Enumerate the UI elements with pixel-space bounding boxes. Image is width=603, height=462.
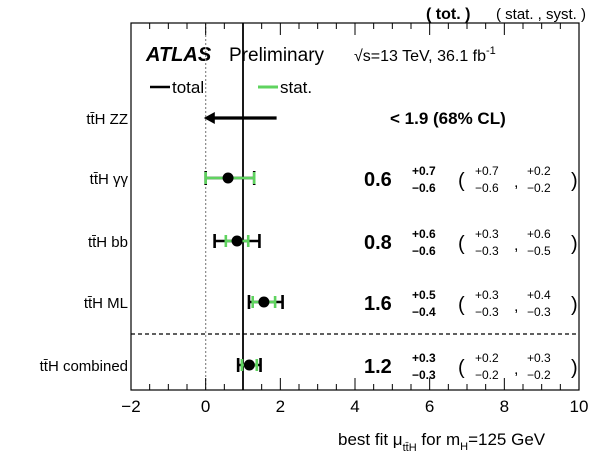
category-row: tt̄H γγ 0.6 +0.7 −0.6 ( +0.7 −0.6 , +0.2 −0.2): [90, 164, 578, 195]
reference-lines: [205, 23, 244, 390]
comma: ,: [514, 174, 518, 191]
stat-down: −0.6: [475, 181, 499, 195]
syst-down: −0.5: [527, 244, 551, 258]
best-fit-value: 0.6: [364, 169, 392, 191]
paren-close: ): [571, 294, 578, 316]
paren-open: (: [458, 294, 465, 316]
status-label: Preliminary: [229, 45, 325, 66]
x-tick-label: 2: [276, 397, 285, 416]
stat-up: +0.3: [475, 288, 499, 302]
total-up: +0.6: [412, 227, 436, 241]
best-fit-value: 0.8: [364, 232, 392, 254]
comma: ,: [514, 237, 518, 254]
best-fit-marker: [243, 359, 255, 371]
best-fit-value: 1.6: [364, 293, 392, 315]
category-row: tt̄H combined 1.2 +0.3 −0.3 ( +0.2 −0.2 , +0.3 −0…: [40, 351, 578, 382]
x-tick-label: 8: [500, 397, 509, 416]
paren-close: ): [571, 233, 578, 255]
best-fit-value: 1.2: [364, 356, 392, 378]
category-label: tt̄H combined: [40, 358, 128, 375]
x-tick-label: 0: [201, 397, 210, 416]
total-up: +0.5: [412, 288, 436, 302]
x-tick-label: 6: [425, 397, 434, 416]
x-axis-label-sub: tt̄H: [403, 442, 417, 454]
category-label: tt̄H γγ: [90, 171, 129, 188]
paren-open: (: [458, 170, 465, 192]
legend-total-label: total: [172, 78, 204, 97]
paren-close: ): [571, 170, 578, 192]
energy-sup: -1: [486, 45, 496, 57]
total-down: −0.6: [412, 181, 436, 195]
total-down: −0.4: [412, 305, 436, 319]
total-up: +0.7: [412, 164, 436, 178]
best-fit-marker: [258, 296, 270, 308]
syst-down: −0.2: [527, 181, 551, 195]
legend-stat-label: stat.: [280, 78, 312, 97]
total-up: +0.3: [412, 351, 436, 365]
x-axis-label: best fit μtt̄H for mH=125 GeV: [338, 430, 546, 454]
stat-down: −0.3: [475, 305, 499, 319]
category-row: tt̄H bb 0.8 +0.6 −0.6 ( +0.3 −0.3 , +0.6 −0.5): [88, 227, 578, 258]
syst-up: +0.4: [527, 288, 551, 302]
syst-down: −0.3: [527, 305, 551, 319]
syst-up: +0.2: [527, 164, 551, 178]
stat-up: +0.2: [475, 351, 499, 365]
paren-close: ): [571, 357, 578, 379]
energy-label: √s=13 TeV, 36.1 fb-1: [354, 45, 496, 65]
syst-up: +0.6: [527, 227, 551, 241]
limit-text: < 1.9 (68% CL): [390, 109, 506, 128]
header-stat-syst: ( stat. , syst. ): [496, 6, 586, 23]
stat-up: +0.3: [475, 227, 499, 241]
syst-down: −0.2: [527, 368, 551, 382]
category-label: tt̄H ML: [84, 295, 128, 312]
stat-down: −0.2: [475, 368, 499, 382]
x-axis-label-sub2: H: [460, 441, 468, 453]
category-row: tt̄H ZZ < 1.9 (68% CL): [86, 109, 505, 128]
total-down: −0.3: [412, 368, 436, 382]
limit-arrow-head: [203, 112, 215, 124]
atlas-label: ATLAS: [145, 44, 212, 66]
paren-open: (: [458, 233, 465, 255]
x-tick-label: 10: [570, 397, 589, 416]
total-down: −0.6: [412, 244, 436, 258]
comma: ,: [514, 298, 518, 315]
stat-down: −0.3: [475, 244, 499, 258]
data-rows: tt̄H ZZ < 1.9 (68% CL) tt̄H γγ 0.6 +0.7 −0.6 (…: [40, 109, 578, 382]
x-tick-label: −2: [121, 397, 140, 416]
syst-up: +0.3: [527, 351, 551, 365]
comma: ,: [514, 361, 518, 378]
category-label: tt̄H bb: [88, 234, 128, 251]
stat-up: +0.7: [475, 164, 499, 178]
category-label: tt̄H ZZ: [86, 111, 128, 128]
category-row: tt̄H ML 1.6 +0.5 −0.4 ( +0.3 −0.3 , +0.4 −0.3): [84, 288, 578, 319]
x-tick-label: 4: [350, 397, 359, 416]
header-tot: ( tot. ): [426, 6, 470, 23]
best-fit-marker: [222, 172, 234, 184]
x-axis: −2 0 2 4 6 8 10: [121, 23, 588, 416]
paren-open: (: [458, 357, 465, 379]
best-fit-marker: [231, 235, 243, 247]
